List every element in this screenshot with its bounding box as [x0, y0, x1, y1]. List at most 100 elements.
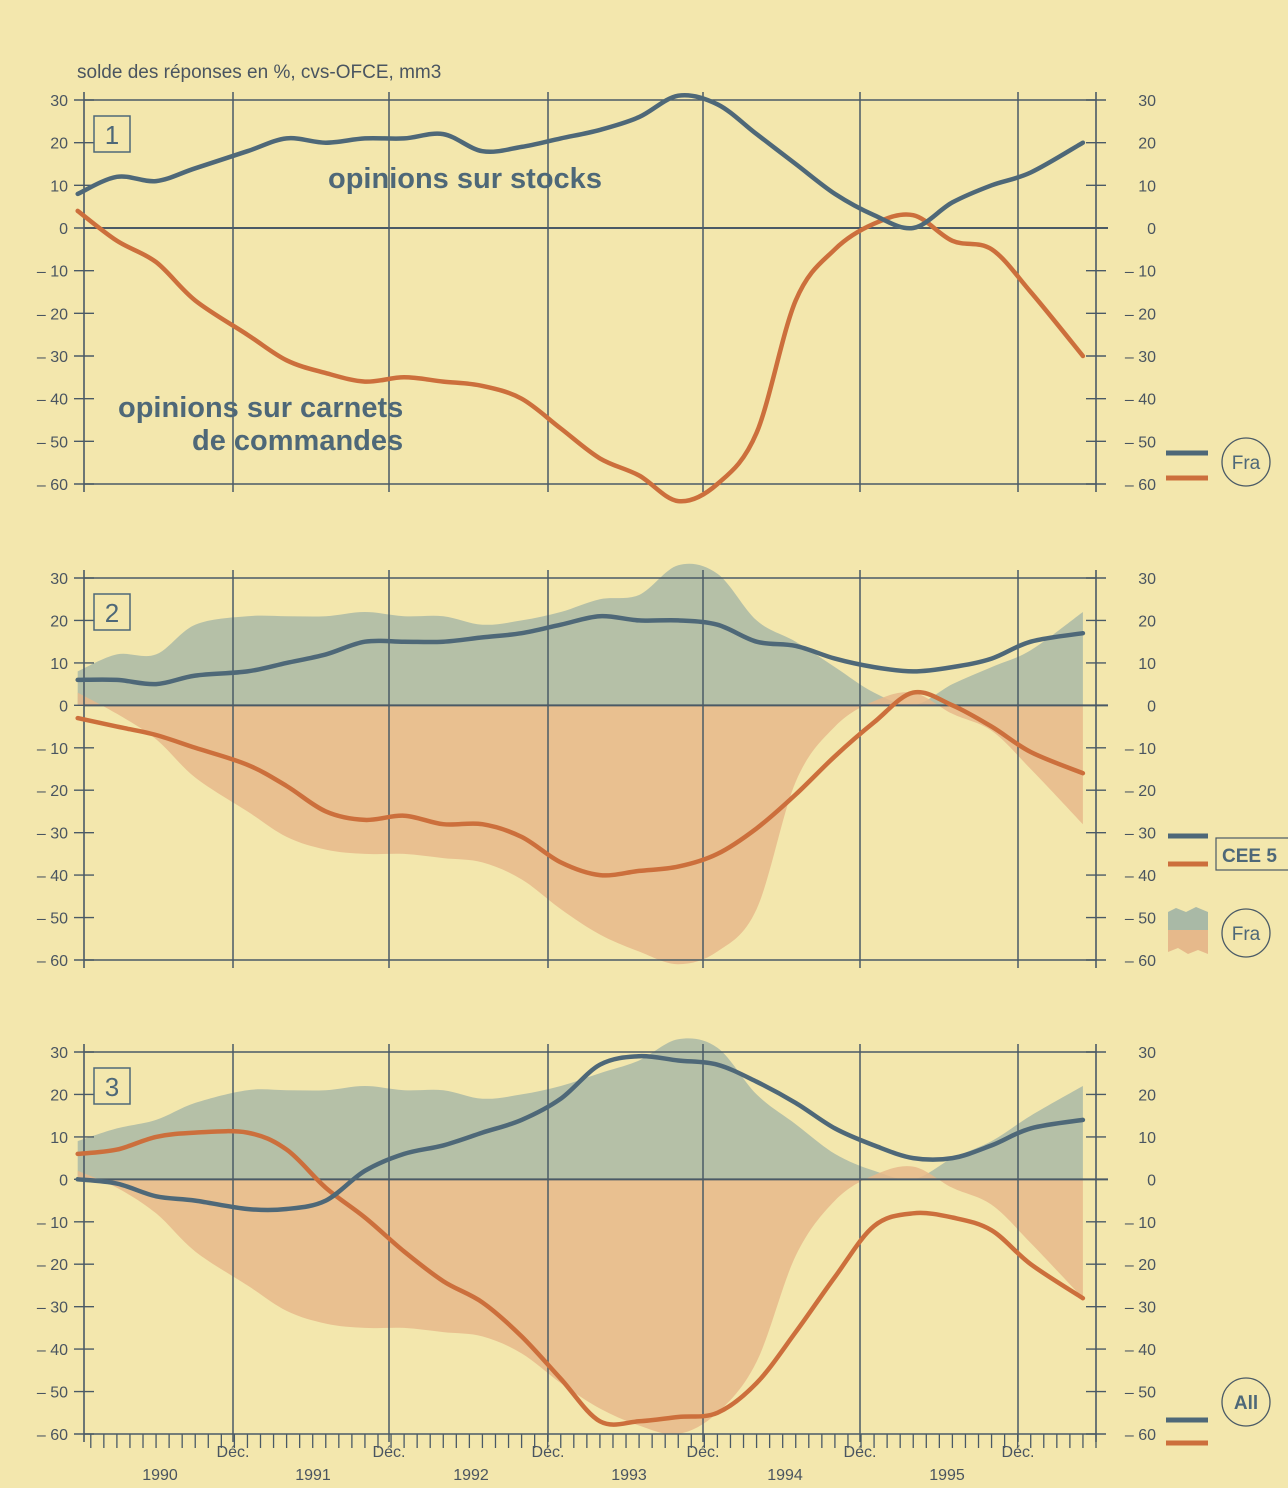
ytick-left-label: – 10: [37, 1215, 68, 1232]
ytick-left-label: – 10: [37, 741, 68, 758]
series-line-stocks: [75, 92, 1086, 231]
x-year-label: 1993: [611, 1467, 647, 1484]
panel-number-box: [93, 1067, 131, 1105]
legend-circle: [1221, 1377, 1271, 1427]
ytick-left-label: – 40: [37, 1342, 68, 1359]
legend-swatch-area-stocks: [1168, 907, 1208, 930]
ytick-left-label: – 30: [37, 1300, 68, 1317]
ytick-left-label: – 20: [37, 1257, 68, 1274]
ytick-right-label: – 10: [1125, 741, 1156, 758]
ytick-right-label: 10: [1138, 656, 1156, 673]
ytick-right-label: – 50: [1125, 1385, 1156, 1402]
series-line-stocks: [75, 1053, 1086, 1213]
legend-label-areas: Fra: [1232, 924, 1261, 945]
ytick-right-label: – 10: [1125, 1215, 1156, 1232]
legend-label-lines: CEE 5: [1222, 846, 1277, 867]
ytick-left-label: – 40: [37, 392, 68, 409]
ytick-left-label: 30: [50, 93, 68, 110]
ytick-right-label: 20: [1138, 1087, 1156, 1104]
ytick-right-label: – 20: [1125, 306, 1156, 323]
series-line-orders: [75, 1128, 1086, 1427]
panel-number: 3: [105, 1072, 119, 1102]
legend-label: All: [1234, 1393, 1258, 1414]
x-tick-label-dec: Déc.: [532, 1444, 565, 1461]
area-fill-stocks: [77, 563, 1083, 706]
figure-header: solde des réponses en %, cvs-OFCE, mm3: [77, 62, 441, 83]
ytick-right-label: 30: [1138, 571, 1156, 588]
x-year-label: 1995: [929, 1467, 965, 1484]
x-tick-label-dec: Déc.: [844, 1444, 877, 1461]
ytick-right-label: – 30: [1125, 1300, 1156, 1317]
x-year-label: 1991: [295, 1467, 331, 1484]
ytick-right-label: 30: [1138, 1045, 1156, 1062]
area-fill-orders: [77, 1166, 1083, 1435]
legend: CEE 5 Fra: [1168, 833, 1288, 958]
legend-swatch-area-orders: [1168, 930, 1208, 954]
chart-panel-3: 30 30 20 20 10 10 0 0 – 10 – 10 – 20 – 20 – 30 – 30 – …: [37, 1038, 1271, 1446]
ytick-right-label: 0: [1147, 221, 1156, 238]
ytick-right-label: – 20: [1125, 1257, 1156, 1274]
ytick-left-label: – 60: [37, 1427, 68, 1444]
ytick-left-label: – 20: [37, 306, 68, 323]
ytick-left-label: – 60: [37, 477, 68, 494]
panel-number-box: [93, 593, 131, 631]
ytick-left-label: 0: [59, 698, 68, 715]
chart-panel-2: 30 30 20 20 10 10 0 0 – 10 – 10 – 20 – 20 – 30 – 30 – …: [37, 563, 1288, 970]
series-line-stocks: [75, 613, 1086, 687]
annotation-stocks: opinions sur stocks: [328, 163, 602, 195]
legend-circle: [1221, 908, 1271, 958]
ytick-right-label: – 40: [1125, 1342, 1156, 1359]
legend-box: [1215, 837, 1288, 871]
ytick-left-label: – 30: [37, 826, 68, 843]
ytick-right-label: 10: [1138, 1130, 1156, 1147]
panel-number-box: [93, 115, 131, 153]
legend: Fra: [1166, 437, 1271, 487]
ytick-left-label: – 50: [37, 434, 68, 451]
ytick-right-label: 30: [1138, 93, 1156, 110]
ytick-left-label: 10: [50, 178, 68, 195]
ytick-left-label: 30: [50, 1045, 68, 1062]
ytick-left-label: – 20: [37, 783, 68, 800]
ytick-right-label: – 40: [1125, 868, 1156, 885]
ytick-right-label: 10: [1138, 178, 1156, 195]
ytick-right-label: – 60: [1125, 953, 1156, 970]
ytick-right-label: 20: [1138, 136, 1156, 153]
ytick-right-label: – 50: [1125, 434, 1156, 451]
ytick-right-label: – 40: [1125, 392, 1156, 409]
ytick-left-label: 20: [50, 1087, 68, 1104]
ytick-left-label: 0: [59, 1172, 68, 1189]
annotation-orders-line1: opinions sur carnets: [118, 392, 403, 424]
ytick-left-label: – 40: [37, 868, 68, 885]
ytick-right-label: – 50: [1125, 911, 1156, 928]
x-year-label: 1994: [767, 1467, 803, 1484]
ytick-right-label: – 20: [1125, 783, 1156, 800]
chart-panel-1: 30 30 20 20 10 10 0 0 – 10 – 10 – 20 – 20 – 30 – 30 – …: [37, 92, 1271, 504]
ytick-left-label: 0: [59, 221, 68, 238]
ytick-left-label: 10: [50, 656, 68, 673]
x-year-label: 1992: [453, 1467, 489, 1484]
ytick-right-label: 0: [1147, 1172, 1156, 1189]
panel-number: 1: [105, 120, 119, 150]
x-axis-monthly-ticks: [90, 1434, 1097, 1448]
ytick-left-label: 30: [50, 571, 68, 588]
area-fill-orders: [77, 692, 1083, 965]
ytick-left-label: – 50: [37, 1385, 68, 1402]
legend: All: [1166, 1377, 1271, 1446]
ytick-left-label: – 50: [37, 911, 68, 928]
x-tick-label-dec: Déc.: [1002, 1444, 1035, 1461]
panel-number: 2: [105, 598, 119, 628]
ytick-right-label: – 10: [1125, 264, 1156, 281]
ytick-left-label: 10: [50, 1130, 68, 1147]
ytick-right-label: – 30: [1125, 826, 1156, 843]
annotation-orders-line2: de commandes: [192, 425, 403, 457]
ytick-right-label: – 30: [1125, 349, 1156, 366]
ytick-left-label: 20: [50, 613, 68, 630]
x-year-label: 1990: [142, 1467, 178, 1484]
ytick-left-label: 20: [50, 136, 68, 153]
series-line-orders: [75, 689, 1086, 878]
ytick-right-label: – 60: [1125, 477, 1156, 494]
legend-circle: [1221, 437, 1271, 487]
ytick-left-label: – 60: [37, 953, 68, 970]
x-tick-label-dec: Déc.: [687, 1444, 720, 1461]
